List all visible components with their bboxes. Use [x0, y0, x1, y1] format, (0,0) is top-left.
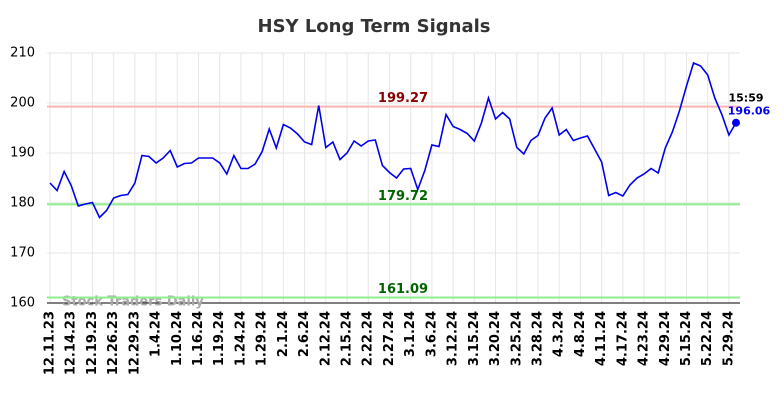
x-tick-label: 1.10.24	[170, 311, 185, 366]
price-line	[49, 61, 737, 219]
signal-label: 161.09	[378, 282, 428, 297]
y-tick-label: 190	[10, 146, 35, 161]
x-tick-label: 2.22.24	[361, 311, 376, 366]
signal-label: 199.27	[378, 91, 428, 106]
x-tick-label: 12.26.23	[106, 311, 121, 375]
x-tick-label: 1.24.24	[233, 311, 248, 366]
x-tick-label: 4.23.24	[637, 311, 652, 366]
x-tick-label: 12.11.23	[43, 311, 58, 375]
chart-title: HSY Long Term Signals	[258, 16, 491, 37]
x-tick-label: 2.1.24	[276, 311, 291, 357]
x-tick-label: 3.20.24	[488, 311, 503, 366]
last-point	[732, 118, 740, 127]
x-tick-label: 2.27.24	[382, 311, 397, 366]
x-tick-label: 4.17.24	[615, 311, 630, 366]
x-tick-label: 1.29.24	[255, 311, 270, 366]
x-tick-label: 4.29.24	[658, 311, 673, 366]
y-tick-label: 170	[10, 246, 35, 261]
x-tick-label: 12.19.23	[85, 311, 100, 375]
y-tick-label: 210	[10, 46, 35, 61]
x-tick-label: 1.4.24	[149, 311, 164, 357]
x-tick-label: 4.11.24	[594, 311, 609, 366]
x-tick-label: 1.16.24	[191, 311, 206, 366]
x-tick-label: 4.8.24	[573, 311, 588, 357]
x-tick-label: 3.12.24	[446, 311, 461, 366]
x-tick-label: 5.22.24	[700, 311, 715, 366]
x-tick-label: 12.14.23	[64, 311, 79, 375]
x-tick-label: 3.6.24	[424, 311, 439, 357]
y-tick-label: 200	[10, 96, 35, 111]
x-tick-label: 2.6.24	[297, 311, 312, 357]
last-value: 196.06	[728, 105, 771, 118]
x-tick-label: 2.12.24	[318, 311, 333, 366]
x-tick-label: 2.15.24	[340, 311, 355, 366]
x-tick-label: 5.29.24	[721, 311, 736, 366]
x-tick-label: 3.25.24	[509, 311, 524, 366]
last-time: 15:59	[728, 92, 763, 105]
y-tick-label: 180	[10, 196, 35, 211]
x-tick-label: 3.28.24	[530, 311, 545, 366]
y-tick-label: 160	[10, 296, 35, 311]
x-tick-label: 1.19.24	[212, 311, 227, 366]
x-tick-label: 5.15.24	[679, 311, 694, 366]
x-tick-label: 3.15.24	[467, 311, 482, 366]
x-tick-label: 12.29.23	[127, 311, 142, 375]
signal-label: 179.72	[378, 189, 428, 204]
x-tick-label: 4.3.24	[552, 311, 567, 357]
x-tick-label: 3.1.24	[403, 311, 418, 357]
